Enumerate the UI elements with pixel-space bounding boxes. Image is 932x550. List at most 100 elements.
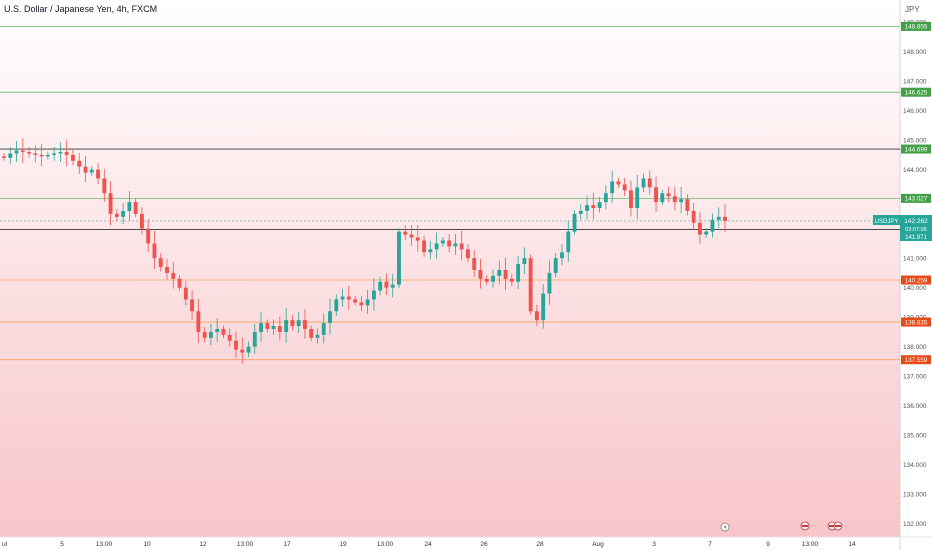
level-labels: 148.855 146.625 144.699 143.027 140.259 138.8… <box>901 21 931 365</box>
candle-body <box>572 213 577 232</box>
candle-body <box>541 293 546 321</box>
candle-body <box>202 331 207 338</box>
candle-body <box>234 340 238 350</box>
candle-body <box>353 299 358 303</box>
candle-body <box>384 281 389 288</box>
candle-body <box>710 219 715 232</box>
candle-body <box>497 269 502 276</box>
level-label-box <box>901 275 931 285</box>
candle-body <box>459 243 464 250</box>
candle-body <box>610 181 615 194</box>
level-label: 146.625 <box>905 90 928 97</box>
candle-body <box>302 320 307 329</box>
candle-body <box>20 150 25 152</box>
candle-body <box>415 237 420 241</box>
y-tick-label: 146.000 <box>903 108 927 115</box>
candle-body <box>691 210 696 223</box>
candle-body <box>509 278 514 282</box>
candle-body <box>171 272 176 279</box>
candle-body <box>277 326 282 332</box>
candle-body <box>183 287 188 300</box>
candle-body <box>704 231 709 235</box>
level-label: 140.259 <box>905 277 928 284</box>
countdown: 02:07:05 <box>905 227 926 233</box>
y-tick-label: 134.000 <box>903 462 927 469</box>
us-flag-stripe-icon <box>802 525 808 527</box>
candle-body <box>190 299 195 312</box>
candle-body <box>547 272 552 294</box>
x-tick-label: 13:00 <box>802 541 819 548</box>
candle-body <box>635 187 640 209</box>
candle-body <box>472 258 477 270</box>
x-tick-label: 24 <box>424 541 432 548</box>
candle-body <box>114 213 119 217</box>
candle-body <box>45 154 50 157</box>
time-axis-background <box>0 537 932 550</box>
level-label-box <box>901 87 931 97</box>
y-tick-label: 137.000 <box>903 374 927 381</box>
candle-body <box>679 199 684 203</box>
x-tick-label: 17 <box>283 541 291 548</box>
candle-body <box>127 202 132 211</box>
candle-body <box>139 213 144 229</box>
candle-body <box>58 151 63 154</box>
candle-body <box>447 240 452 247</box>
candle-body <box>440 240 445 244</box>
candle-body <box>152 243 157 259</box>
level-label: 144.699 <box>905 146 928 153</box>
candle-body <box>560 252 564 259</box>
level-label-box <box>901 144 931 154</box>
us-flag-stripe-icon <box>829 525 835 527</box>
candle-body <box>71 154 75 161</box>
x-tick-label: 19 <box>339 541 347 548</box>
current-price-label-box <box>873 215 900 225</box>
level-label-box <box>901 193 931 203</box>
x-tick-label: Aug <box>592 541 604 548</box>
candle-body <box>83 166 88 173</box>
candle-body <box>491 275 495 282</box>
candle-body <box>246 346 251 353</box>
candle-body <box>553 258 558 273</box>
candle-body <box>516 264 521 282</box>
candle-body <box>346 296 351 300</box>
candle-body <box>660 193 665 203</box>
candle-body <box>165 267 169 273</box>
candle-body <box>378 281 383 291</box>
y-tick-label: 136.000 <box>903 403 927 410</box>
candle-body <box>315 334 320 338</box>
level-label-box <box>901 355 931 365</box>
candle-body <box>321 323 326 335</box>
candle-body <box>647 178 652 188</box>
candle-body <box>8 153 13 158</box>
candle-body <box>534 311 539 321</box>
candle-body <box>259 323 263 332</box>
candle-body <box>654 187 658 203</box>
level-label-box <box>901 21 931 31</box>
candle-body <box>672 196 677 203</box>
candle-body <box>723 216 727 221</box>
candle-body <box>227 334 232 341</box>
y-tick-label: 140.000 <box>903 285 927 292</box>
candle-body <box>585 205 590 211</box>
bid-price: 141.971 <box>905 235 927 241</box>
candle-body <box>340 296 345 300</box>
candle-body <box>528 258 533 312</box>
candle-body <box>478 269 483 279</box>
us-flag-stripe-icon <box>835 525 841 527</box>
x-tick-label: 28 <box>536 541 544 548</box>
x-tick-label: 5 <box>60 541 64 548</box>
candle-body <box>240 349 245 353</box>
candle-body <box>89 169 94 173</box>
candle-body <box>33 153 38 155</box>
candle-body <box>14 150 19 154</box>
level-label-box <box>901 317 931 327</box>
candle-body <box>146 228 151 244</box>
time-axis: ul 5 13:00 10 12 13:00 17 19 13:00 24 26 28 Aug 3 7 9 13… <box>2 541 856 548</box>
candle-body <box>27 151 32 154</box>
candle-body <box>39 154 44 157</box>
candle-body <box>453 243 458 247</box>
x-tick-label: ul <box>2 541 8 548</box>
candle-body <box>252 331 257 347</box>
candle-body <box>578 210 583 214</box>
